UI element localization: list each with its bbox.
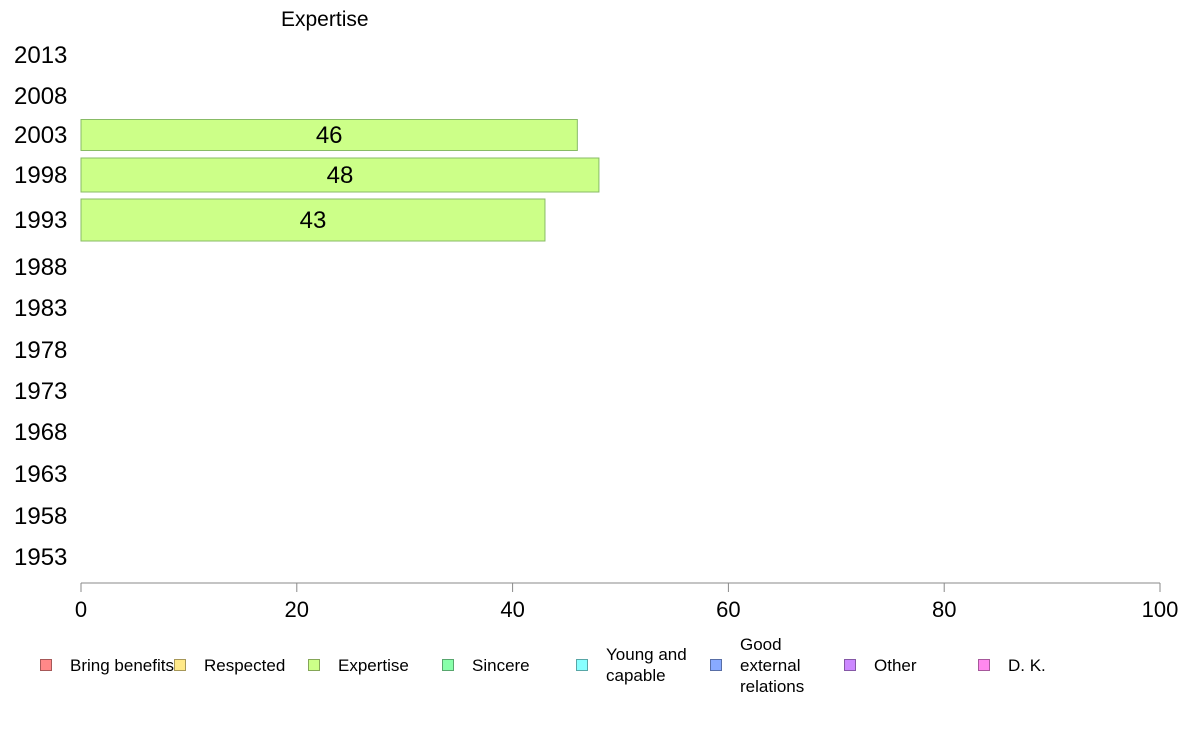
bar-1998	[80, 157, 600, 193]
legend-swatch	[844, 659, 856, 671]
category-label-2003: 2003	[14, 122, 67, 149]
legend-label: Good external relations	[740, 634, 805, 696]
category-label-1953: 1953	[14, 544, 67, 571]
legend-swatch	[174, 659, 186, 671]
x-tick-label-20: 20	[285, 597, 309, 622]
legend-swatch	[40, 659, 52, 671]
legend-swatch	[978, 659, 990, 671]
category-label-1978: 1978	[14, 337, 67, 364]
legend-label: Bring benefits	[70, 655, 174, 675]
legend-item: Respected	[174, 630, 314, 700]
data-label-2003: 46	[316, 122, 343, 149]
x-tick-label-100: 100	[1142, 597, 1179, 622]
legend-item: Expertise	[308, 630, 448, 700]
chart-title: Expertise	[281, 8, 369, 31]
legend-label: Other	[874, 655, 917, 675]
category-label-1998: 1998	[14, 162, 67, 189]
legend-item: Good external relations	[710, 630, 830, 700]
category-label-2008: 2008	[14, 83, 67, 110]
bar-2003	[80, 119, 578, 151]
legend-label: D. K.	[1008, 655, 1046, 675]
legend: Bring benefits Respected Expertise Sincere Y…	[0, 630, 1188, 700]
category-label-1963: 1963	[14, 461, 67, 488]
legend-swatch	[442, 659, 454, 671]
legend-item: D. K.	[978, 630, 1118, 700]
legend-swatch	[576, 659, 588, 671]
legend-swatch	[308, 659, 320, 671]
category-label-1958: 1958	[14, 503, 67, 530]
data-label-1998: 48	[327, 162, 354, 189]
legend-item: Other	[844, 630, 984, 700]
x-tick-label-40: 40	[500, 597, 524, 622]
category-label-1993: 1993	[14, 207, 67, 234]
legend-item: Sincere	[442, 630, 582, 700]
x-tick-label-80: 80	[932, 597, 956, 622]
legend-label: Sincere	[472, 655, 530, 675]
bar-1993	[80, 198, 546, 242]
legend-item: Bring benefits	[40, 630, 180, 700]
category-label-1983: 1983	[14, 295, 67, 322]
x-tick-label-60: 60	[716, 597, 740, 622]
x-tick-label-0: 0	[75, 597, 87, 622]
category-label-1968: 1968	[14, 419, 67, 446]
data-label-1993: 43	[300, 207, 327, 234]
category-label-2013: 2013	[14, 42, 67, 69]
legend-item: Young and capable	[576, 630, 716, 700]
bar-chart: 2013 2008 2003 1998 1993 1988 1983 1978 1973 1968…	[14, 42, 1179, 622]
legend-swatch	[710, 659, 722, 671]
legend-label: Respected	[204, 655, 286, 675]
legend-label: Expertise	[338, 655, 409, 675]
category-label-1973: 1973	[14, 378, 67, 405]
category-label-1988: 1988	[14, 254, 67, 281]
legend-label: Young and capable	[606, 645, 687, 685]
